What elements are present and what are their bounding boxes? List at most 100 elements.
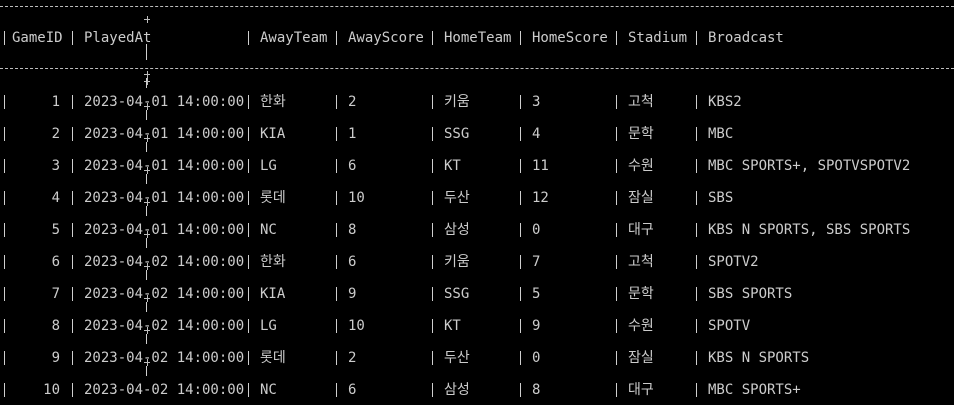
column-divider [520,191,521,205]
cell-id: 6 [51,254,60,270]
cell-played: 2023-04-02 14:00:00 [84,382,245,398]
column-divider [696,31,697,45]
column-divider [248,95,249,109]
column-divider [616,351,617,365]
row-plus [144,295,150,302]
column-divider [248,319,249,333]
column-divider [520,255,521,269]
column-divider [336,255,337,269]
column-divider [248,159,249,173]
column-header: HomeScore [532,30,608,46]
column-divider [72,351,73,365]
column-divider [616,127,617,141]
column-divider [432,287,433,301]
cell-away: 한화 [260,94,286,110]
cell-away_score: 2 [348,350,357,366]
cell-away: 롯데 [260,190,286,206]
cell-stadium: 문학 [628,126,654,142]
cell-id: 10 [43,382,60,398]
cell-id: 7 [51,286,60,302]
table-row: 2 2023-04-01 14:00:00 KIA 1 SSG 4 문학 MBC [0,124,954,144]
column-header: AwayScore [348,30,424,46]
cell-home: 두산 [444,350,470,366]
cell-played: 2023-04-01 14:00:00 [84,190,245,206]
column-divider [520,95,521,109]
cell-home_score: 8 [532,382,541,398]
column-divider [336,383,337,397]
cell-stadium: 수원 [628,158,654,174]
column-divider [72,255,73,269]
cell-stadium: 수원 [628,318,654,334]
cell-away_score: 6 [348,158,357,174]
column-divider [72,159,73,173]
separator-plus [144,78,150,85]
cell-broadcast: MBC [708,126,734,142]
cell-stadium: 잠실 [628,190,654,206]
table-row: 8 2023-04-02 14:00:00 LG 10 KT 9 수원 SPOTV [0,316,954,336]
table-row: 10 2023-04-02 14:00:00 NC 6 삼성 8 대구 MBC SPORTS+ [0,380,954,400]
column-divider [616,95,617,109]
row-plus [144,327,150,334]
cell-broadcast: KBS N SPORTS, SBS SPORTS [708,222,911,238]
column-divider [72,383,73,397]
column-divider [4,223,5,237]
column-divider [248,287,249,301]
column-divider [616,383,617,397]
column-divider [696,319,697,333]
cell-id: 2 [51,126,60,142]
column-divider [616,287,617,301]
cell-away: NC [260,382,277,398]
column-header: AwayTeam [260,30,328,46]
column-divider [696,159,697,173]
table-row: 9 2023-04-02 14:00:00 롯데 2 두산 0 잠실 KBS N SPORTS [0,348,954,368]
cell-stadium: 고척 [628,254,654,270]
column-header: Stadium [628,30,688,46]
row-plus [144,199,150,206]
column-divider [696,191,697,205]
column-divider [72,223,73,237]
cell-home: KT [444,318,461,334]
column-divider [248,223,249,237]
cell-home_score: 3 [532,94,541,110]
cell-home: SSG [444,126,470,142]
wrap-bar [146,44,147,60]
row-plus [144,103,150,110]
column-divider [616,31,617,45]
column-divider [432,127,433,141]
cell-away: 롯데 [260,350,286,366]
column-header: PlayedAt [84,30,152,46]
cell-home: 키움 [444,94,470,110]
column-divider [520,159,521,173]
column-divider [4,319,5,333]
column-divider [432,351,433,365]
cell-away: LG [260,158,277,174]
header-row: GameID PlayedAt AwayTeam AwayScore HomeTeam H… [0,28,954,48]
cell-id: 5 [51,222,60,238]
row-plus [144,263,150,270]
cell-stadium: 대구 [628,222,654,238]
cell-away: 한화 [260,254,286,270]
column-divider [72,31,73,45]
column-divider [72,191,73,205]
column-divider [336,191,337,205]
cell-away_score: 1 [348,126,357,142]
cell-broadcast: KBS2 [708,94,742,110]
column-divider [520,383,521,397]
column-divider [4,287,5,301]
column-header: GameID [12,30,63,46]
column-divider [248,383,249,397]
column-divider [72,95,73,109]
table-row: 7 2023-04-02 14:00:00 KIA 9 SSG 5 문학 SBS SPORTS [0,284,954,304]
column-divider [432,383,433,397]
row-plus [144,231,150,238]
table-row: 3 2023-04-01 14:00:00 LG 6 KT 11 수원 MBC SPORTS+… [0,156,954,176]
column-divider [336,351,337,365]
column-divider [248,351,249,365]
wrap-bar [146,142,147,152]
cell-stadium: 대구 [628,382,654,398]
column-divider [696,255,697,269]
column-divider [4,255,5,269]
wrap-bar [146,366,147,376]
column-divider [696,127,697,141]
cell-home_score: 7 [532,254,541,270]
